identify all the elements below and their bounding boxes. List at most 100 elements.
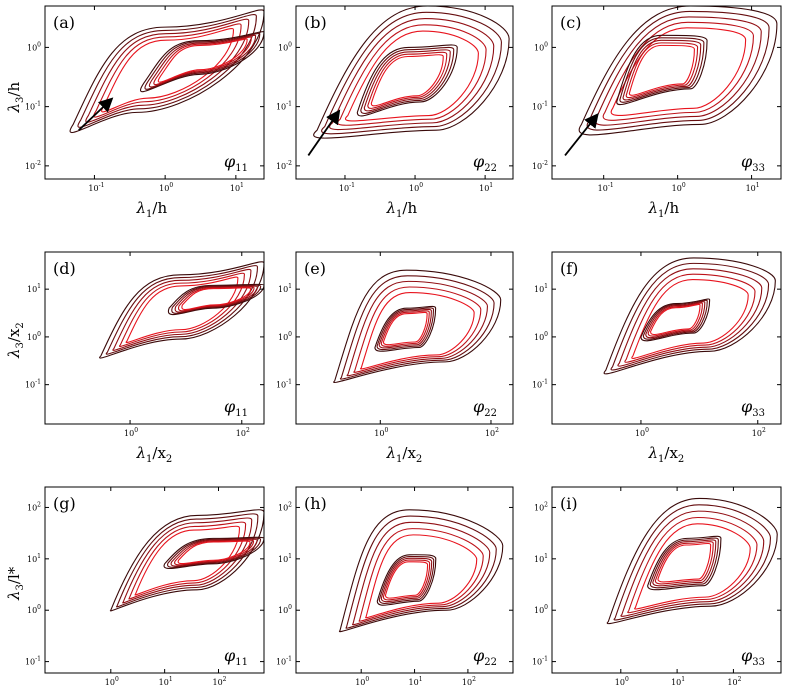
inner-contour-line [370, 54, 444, 107]
panel-label: (a) [53, 13, 75, 32]
x-tick-label: 100 [635, 427, 649, 438]
x-tick-label: 100 [355, 676, 369, 687]
panel-g: 100 101 102 10-1 100 101 102 (g) φ11 λ1/l* λ3/l* [5, 486, 265, 695]
x-tick-label: 10-1 [598, 182, 614, 193]
panel-a: 10-1 100 101 10-2 10-1 100 (a) φ11 λ1/h λ3/h [5, 5, 265, 220]
outer-contour-line [116, 513, 259, 608]
y-tick-label: 10-1 [25, 379, 41, 390]
outer-contour-line [345, 515, 497, 629]
inner-contour-line [650, 303, 701, 336]
outer-contour-line [313, 6, 510, 139]
y-axis-label: λ3/x2 [5, 322, 26, 359]
inner-contour-line [642, 299, 708, 340]
panel-b: 10-1 100 101 10-2 10-1 100 (b) φ22 λ1/h [276, 5, 514, 220]
inner-contour-line [356, 44, 458, 117]
axes-frame [551, 486, 782, 674]
x-tick-label: 101 [671, 676, 685, 687]
inner-contour-line [657, 542, 712, 583]
axes-frame [295, 251, 514, 425]
x-tick-label: 101 [159, 676, 173, 687]
outer-contour-line [634, 523, 751, 610]
inner-contour-line [140, 31, 264, 93]
outer-contour-line [69, 9, 264, 133]
panel-e: 100 102 10-1 100 101 (e) φ22 λ1/x2 [276, 251, 514, 465]
y-tick-label: 100 [27, 604, 41, 615]
inner-contour-line [170, 538, 258, 567]
inner-contour-line [378, 308, 432, 349]
field-label: φ22 [473, 646, 497, 668]
outer-contour-line [594, 16, 762, 126]
inner-contour-line [367, 51, 448, 109]
outer-contour-line [125, 276, 239, 343]
x-axis-label: λ1/h [648, 199, 680, 220]
inner-contour-line [380, 557, 433, 603]
inner-contour-line [174, 539, 255, 566]
panel-label: (h) [304, 494, 327, 513]
arrow-increasing-icon [78, 97, 114, 131]
y-tick-label: 101 [534, 553, 548, 564]
axes-frame [295, 486, 514, 674]
inner-contour-line [181, 287, 252, 311]
inner-contour-line [647, 302, 703, 337]
outer-contour-line [329, 18, 495, 131]
outer-contour-line [321, 11, 502, 135]
outer-contour-line [105, 265, 259, 355]
x-tick-label: 100 [159, 182, 173, 193]
y-tick-label: 10-2 [532, 160, 548, 171]
x-tick-label: 100 [105, 676, 119, 687]
y-tick-label: 100 [278, 604, 292, 615]
y-tick-label: 100 [278, 41, 292, 52]
panel-label: (i) [560, 494, 578, 513]
panel-label: (c) [560, 13, 581, 32]
inner-contour-line [178, 286, 255, 312]
arrow-increasing-icon [564, 112, 599, 156]
outer-contour-line [606, 497, 778, 625]
contour-group [69, 9, 264, 133]
outer-contour-line [85, 18, 250, 123]
field-label: φ11 [224, 152, 248, 174]
outer-contour-line [118, 272, 245, 347]
panel-label: (b) [304, 13, 327, 32]
inner-contour-line [652, 539, 717, 587]
panel-f: 100 102 10-1 100 101 (f) φ33 λ1/x2 [532, 251, 782, 465]
field-label: φ11 [224, 397, 248, 419]
field-label: φ33 [741, 152, 765, 174]
inner-contour-line [376, 307, 435, 351]
outer-contour-line [112, 268, 252, 351]
outer-contour-line [610, 27, 747, 116]
x-tick-label: 101 [746, 182, 760, 193]
y-tick-label: 10-1 [276, 379, 292, 390]
inner-contour-line [149, 34, 257, 88]
x-axis-label: λ1/h [136, 199, 168, 220]
y-tick-label: 100 [27, 331, 41, 342]
y-tick-label: 101 [27, 283, 41, 294]
contour-group [603, 257, 776, 375]
x-axis-label: λ1/l* [648, 693, 683, 695]
y-tick-label: 101 [278, 553, 292, 564]
x-axis-label: λ1/l* [386, 693, 421, 695]
outer-contour-line [631, 279, 749, 359]
x-tick-label: 100 [615, 676, 629, 687]
x-tick-label: 101 [230, 182, 244, 193]
x-tick-label: 10-1 [339, 182, 355, 193]
outer-contour-line [360, 292, 475, 370]
axes-frame [44, 5, 265, 180]
outer-contour-line [134, 525, 241, 596]
x-axis-label: λ1/x2 [648, 444, 685, 465]
inner-contour-line [625, 42, 699, 99]
x-tick-label: 10-1 [88, 182, 104, 193]
inner-contour-line [360, 46, 455, 114]
outer-contour-line [99, 261, 264, 359]
field-label: φ22 [473, 152, 497, 174]
outer-contour-line [337, 24, 487, 126]
y-tick-label: 10-1 [25, 101, 41, 112]
field-label: φ22 [473, 397, 497, 419]
inner-contour-line [177, 540, 251, 565]
inner-contour-line [380, 310, 430, 347]
inner-contour-line [622, 39, 702, 101]
inner-contour-line [647, 535, 722, 591]
y-tick-label: 100 [278, 331, 292, 342]
inner-contour-line [619, 37, 705, 103]
x-tick-label: 101 [479, 182, 493, 193]
inner-contour-line [628, 44, 695, 96]
